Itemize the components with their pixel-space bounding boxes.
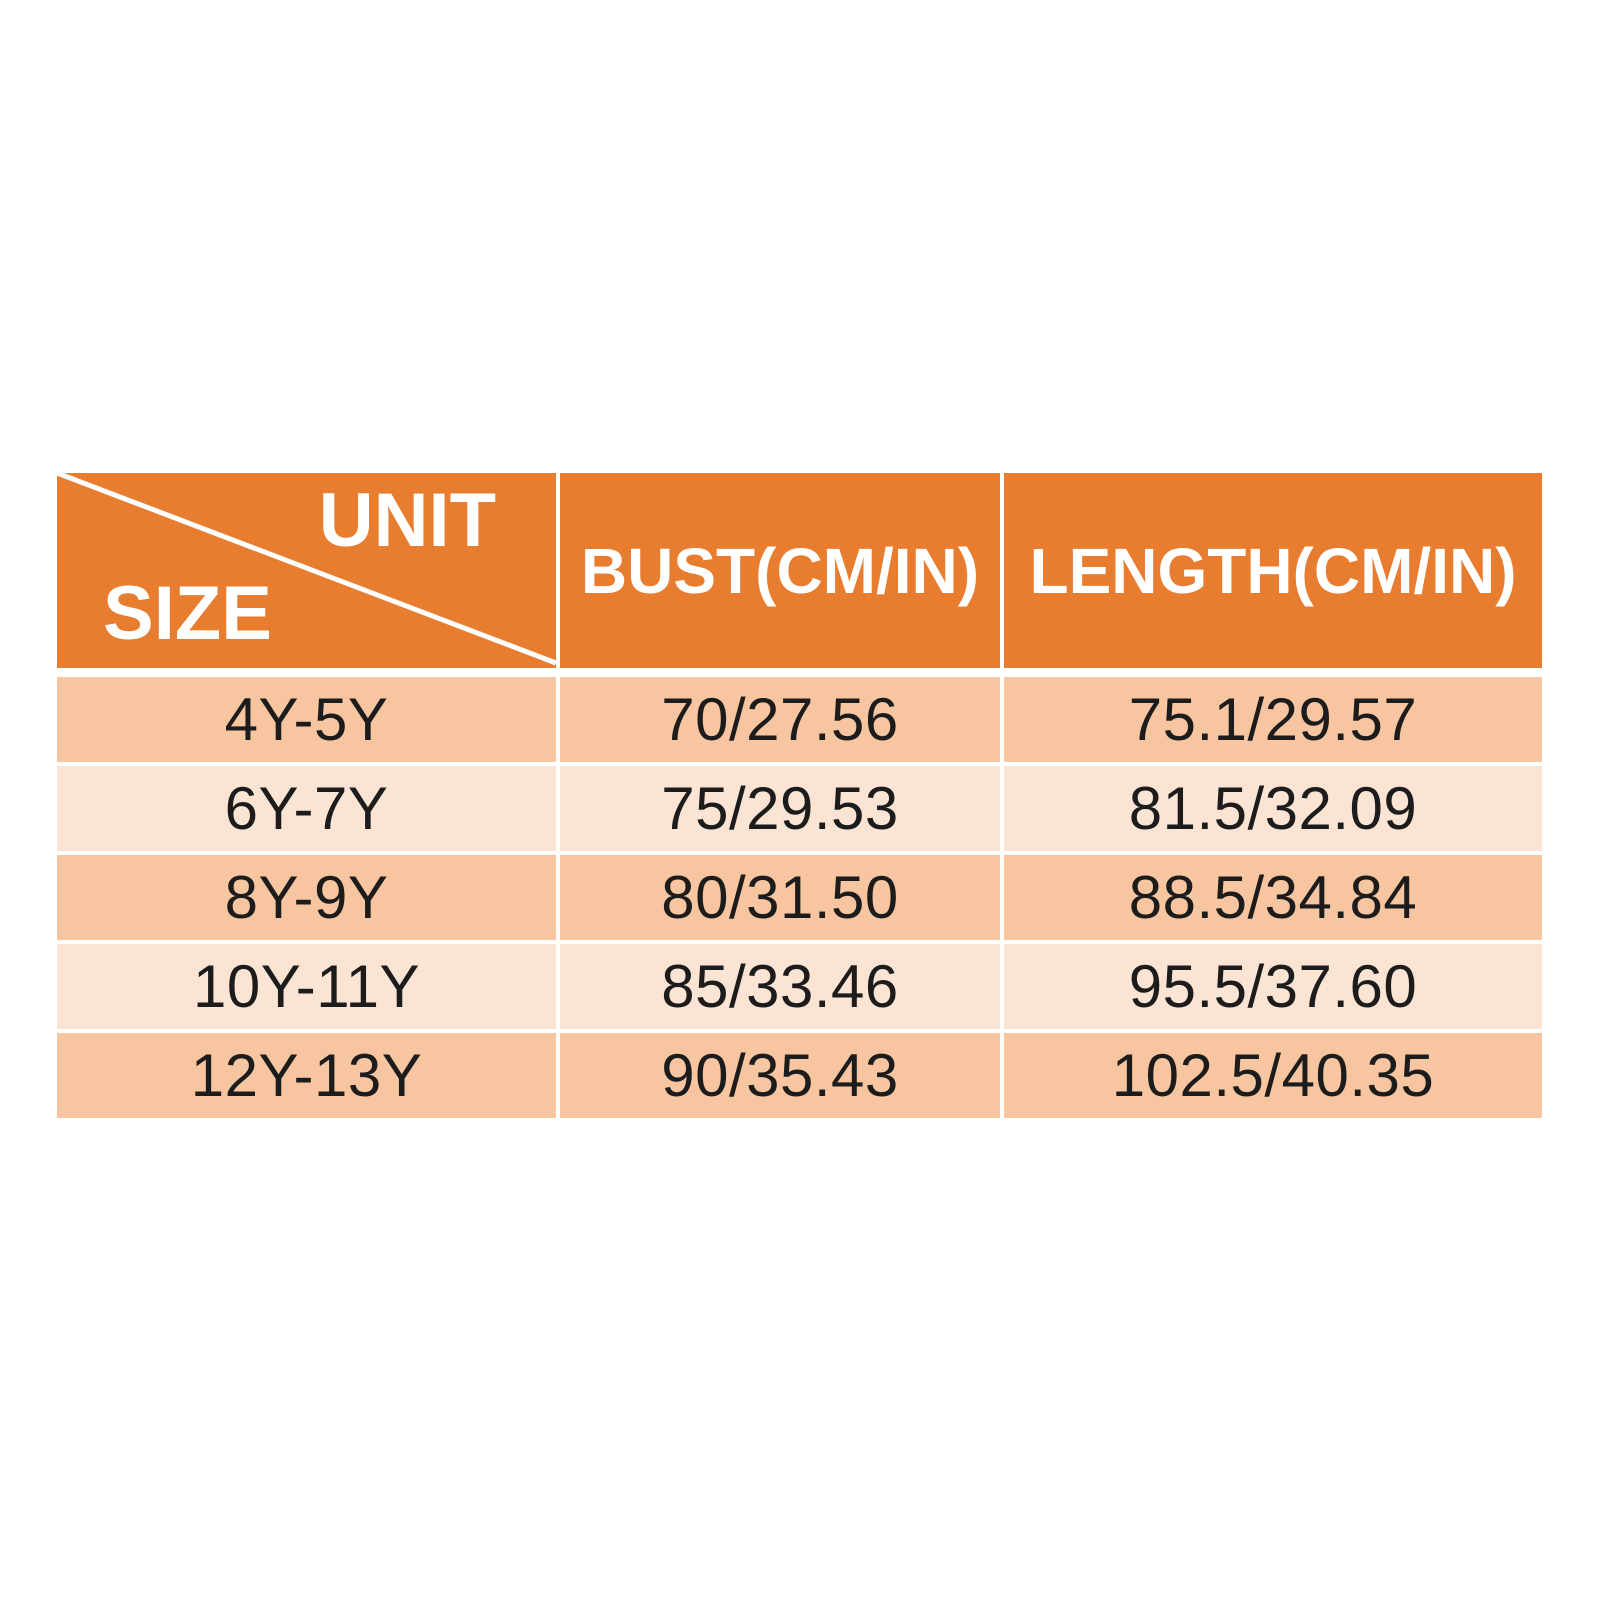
length-cell: 81.5/32.09 <box>1004 766 1542 851</box>
bust-cell: 80/31.50 <box>560 855 1000 940</box>
bust-cell: 85/33.46 <box>560 944 1000 1029</box>
size-cell: 8Y-9Y <box>57 855 556 940</box>
col-header-length-label: LENGTH(CM/IN) <box>1029 534 1517 607</box>
bust-cell: 90/35.43 <box>560 1033 1000 1118</box>
length-cell: 95.5/37.60 <box>1004 944 1542 1029</box>
header-corner-cell: UNIT SIZE <box>57 473 556 668</box>
size-cell: 12Y-13Y <box>57 1033 556 1118</box>
diagonal-divider <box>57 473 556 666</box>
col-header-bust: BUST(CM/IN) <box>560 473 1000 668</box>
size-label: SIZE <box>103 571 272 656</box>
unit-label: UNIT <box>318 478 496 563</box>
size-cell: 10Y-11Y <box>57 944 556 1029</box>
col-header-length: LENGTH(CM/IN) <box>1004 473 1542 668</box>
bust-cell: 70/27.56 <box>560 677 1000 762</box>
length-cell: 75.1/29.57 <box>1004 677 1542 762</box>
length-cell: 88.5/34.84 <box>1004 855 1542 940</box>
length-cell: 102.5/40.35 <box>1004 1033 1542 1118</box>
col-header-bust-label: BUST(CM/IN) <box>580 534 980 607</box>
bust-cell: 75/29.53 <box>560 766 1000 851</box>
size-table: UNIT SIZE BUST(CM/IN) LENGTH(CM/IN) 4Y-5… <box>57 473 1542 1120</box>
size-cell: 4Y-5Y <box>57 677 556 762</box>
size-cell: 6Y-7Y <box>57 766 556 851</box>
